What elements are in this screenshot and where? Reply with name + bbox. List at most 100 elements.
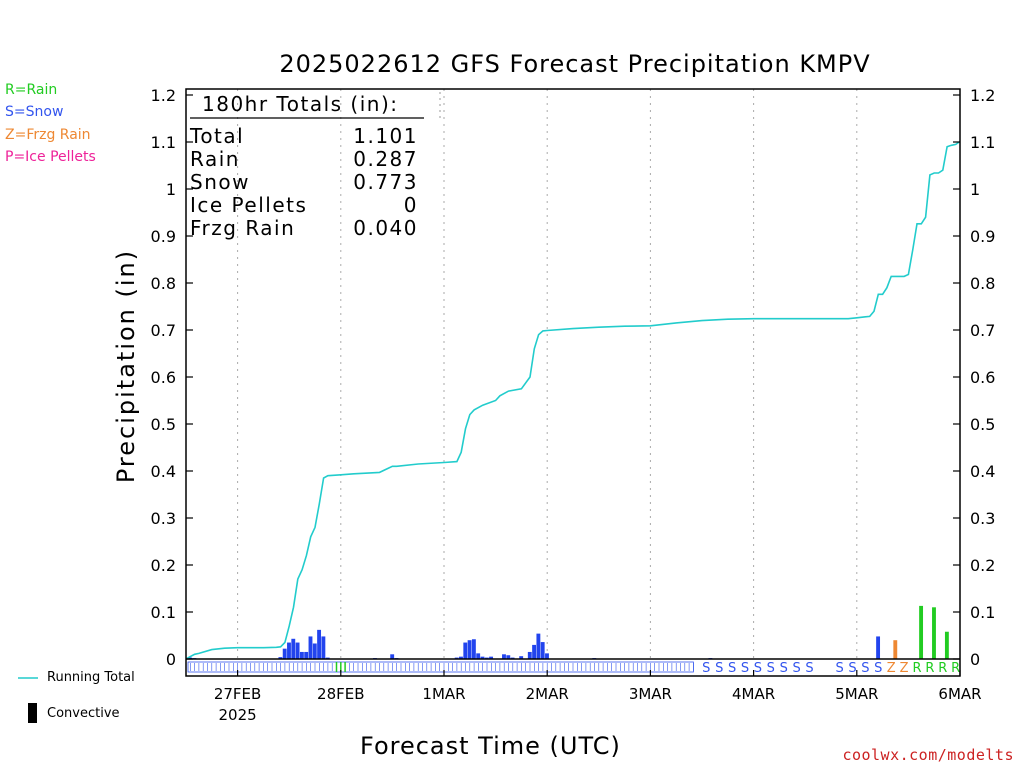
ptype-letter-10: S bbox=[848, 661, 856, 676]
vertical-gridlines bbox=[237, 89, 858, 659]
totals-label-3: Ice Pellets bbox=[190, 193, 307, 217]
precip-bar-27 bbox=[506, 655, 511, 659]
y-tick-label-right-4: 0.4 bbox=[970, 462, 995, 481]
precip-bar-9 bbox=[308, 636, 313, 659]
y-tick-label-right-5: 0.5 bbox=[970, 415, 995, 434]
precip-bar-12 bbox=[321, 636, 326, 659]
precip-bar-39 bbox=[919, 605, 924, 659]
ptype-letter-4: S bbox=[754, 661, 762, 676]
precip-bar-8 bbox=[304, 651, 309, 659]
y-tick-label-right-12: 1.2 bbox=[970, 86, 995, 105]
precip-bar-5 bbox=[291, 638, 296, 659]
y-tick-label-right-6: 0.6 bbox=[970, 368, 995, 387]
precip-bar-33 bbox=[540, 642, 545, 659]
y-tick-label-left-2: 0.2 bbox=[151, 556, 176, 575]
totals-value-2: 0.773 bbox=[353, 170, 418, 194]
legend-key-ice-pellets: P=Ice Pellets bbox=[5, 149, 96, 165]
precip-bar-7 bbox=[299, 651, 304, 659]
totals-label-0: Total bbox=[189, 124, 244, 148]
y-tick-label-left-10: 1 bbox=[166, 180, 176, 199]
legend-key-frzg-rain: Z=Frzg Rain bbox=[5, 127, 91, 143]
ptype-letter-9: S bbox=[835, 661, 843, 676]
y-tick-label-right-9: 0.9 bbox=[970, 227, 995, 246]
ptype-letter-3: S bbox=[741, 661, 749, 676]
y-tick-label-left-1: 0.1 bbox=[151, 603, 176, 622]
chart-title: 2025022612 GFS Forecast Precipitation KM… bbox=[279, 50, 871, 78]
x-tick-label-1: 28FEB bbox=[317, 685, 364, 703]
ptype-letter-16: R bbox=[925, 661, 934, 676]
snow-strip-dense bbox=[187, 661, 694, 673]
convective-legend-swatch bbox=[28, 703, 37, 723]
precip-bar-30 bbox=[527, 651, 532, 659]
y-tick-label-left-0: 0 bbox=[166, 650, 176, 669]
y-tick-label-right-2: 0.2 bbox=[970, 556, 995, 575]
legend-key-rain: R=Rain bbox=[5, 82, 58, 98]
ptype-letter-5: S bbox=[767, 661, 775, 676]
y-tick-label-left-3: 0.3 bbox=[151, 509, 176, 528]
y-tick-label-right-3: 0.3 bbox=[970, 509, 995, 528]
credit-text: coolwx.com/modelts bbox=[842, 746, 1014, 764]
ptype-letter-6: S bbox=[780, 661, 788, 676]
y-tick-label-right-8: 0.8 bbox=[970, 274, 995, 293]
y-tick-label-left-11: 1.1 bbox=[151, 133, 176, 152]
totals-heading: 180hr Totals (in): bbox=[202, 92, 399, 116]
precip-bar-31 bbox=[532, 644, 537, 659]
y-axis: 0 0 0.1 0.1 0.2 0.2 0.3 0.3 0.4 0.4 0.5 0.5 0.6 0.6 0.… bbox=[151, 86, 996, 669]
plot-frame bbox=[185, 88, 961, 677]
precip-bar-21 bbox=[471, 639, 476, 659]
precip-bar-18 bbox=[459, 656, 463, 659]
precip-bars bbox=[188, 605, 949, 659]
totals-value-0: 1.101 bbox=[353, 124, 418, 148]
precip-bar-23 bbox=[480, 656, 485, 659]
ptype-letter-2: S bbox=[728, 661, 736, 676]
x-tick-year-0: 2025 bbox=[219, 706, 257, 724]
precip-bar-6 bbox=[295, 642, 300, 659]
y-tick-label-left-8: 0.8 bbox=[151, 274, 176, 293]
x-axis: 27FEB 2025 28FEB 1MAR 2MAR 3MAR 4MAR 5MAR 6MAR bbox=[214, 670, 982, 724]
totals-box: 180hr Totals (in): Total 1.101 Rain 0.287 Sno… bbox=[189, 92, 441, 240]
running-total-line bbox=[185, 140, 961, 660]
precip-bar-25 bbox=[489, 656, 494, 659]
precip-bar-2 bbox=[278, 657, 283, 659]
x-tick-label-7: 6MAR bbox=[938, 685, 981, 703]
precip-bar-26 bbox=[502, 654, 506, 659]
precip-bar-29 bbox=[519, 656, 524, 659]
precip-bar-40 bbox=[932, 607, 936, 659]
ptype-letter-15: R bbox=[912, 661, 921, 676]
y-tick-label-right-10: 1 bbox=[970, 180, 980, 199]
convective-legend-label: Convective bbox=[47, 706, 120, 721]
precip-bar-10 bbox=[312, 643, 317, 659]
x-tick-label-0: 27FEB bbox=[214, 685, 261, 703]
totals-label-2: Snow bbox=[190, 170, 250, 194]
y-tick-label-right-7: 0.7 bbox=[970, 321, 995, 340]
precip-bar-19 bbox=[463, 642, 468, 659]
totals-value-1: 0.287 bbox=[353, 147, 418, 171]
ptype-letter-13: Z bbox=[887, 661, 896, 676]
y-tick-label-right-0: 0 bbox=[970, 650, 980, 669]
totals-value-4: 0.040 bbox=[353, 216, 418, 240]
precip-bar-15 bbox=[390, 654, 395, 659]
precip-bar-11 bbox=[317, 629, 322, 659]
totals-value-3: 0 bbox=[404, 193, 418, 217]
precip-bar-32 bbox=[536, 633, 541, 659]
precip-bar-41 bbox=[944, 631, 949, 659]
ptype-letter-17: R bbox=[938, 661, 947, 676]
x-tick-label-4: 3MAR bbox=[629, 685, 672, 703]
ptype-letter-18: R bbox=[951, 661, 960, 676]
ptype-letter-0: S bbox=[702, 661, 710, 676]
x-axis-title: Forecast Time (UTC) bbox=[360, 732, 621, 760]
x-tick-label-3: 2MAR bbox=[526, 685, 569, 703]
y-tick-label-right-11: 1.1 bbox=[970, 133, 995, 152]
running-total-legend-label: Running Total bbox=[47, 670, 135, 685]
y-tick-label-left-6: 0.6 bbox=[151, 368, 176, 387]
ptype-letter-8: S bbox=[805, 661, 813, 676]
ptype-letter-7: S bbox=[792, 661, 800, 676]
ptype-letter-12: S bbox=[874, 661, 882, 676]
precip-bar-38 bbox=[893, 640, 898, 659]
y-tick-label-left-9: 0.9 bbox=[151, 227, 176, 246]
precip-bar-22 bbox=[476, 653, 481, 659]
y-tick-label-left-12: 1.2 bbox=[151, 86, 176, 105]
x-tick-label-5: 4MAR bbox=[732, 685, 775, 703]
